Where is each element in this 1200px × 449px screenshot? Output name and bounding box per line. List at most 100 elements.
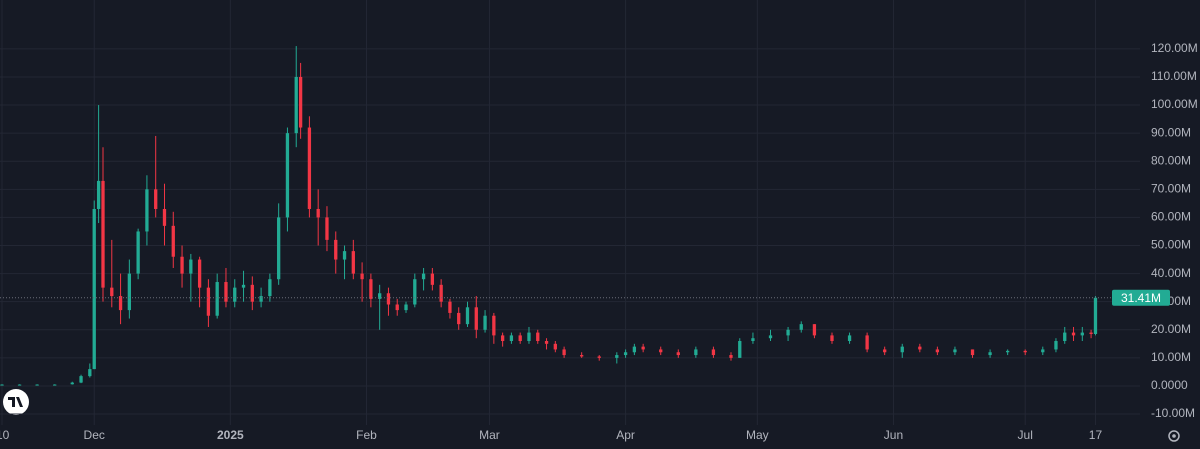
candle-body [342,251,347,260]
candle-body [35,384,39,386]
candle-body [988,352,992,356]
candle-body [751,338,755,342]
candle-body [474,307,478,330]
candle-body [711,349,716,356]
candle-body [632,346,637,353]
last-price-badge [1112,289,1170,306]
candle-body [277,217,281,280]
candle-body [325,217,329,240]
y-tick-label: 120.00M [1151,41,1198,55]
candle-body [738,341,742,358]
candle-body [88,369,92,377]
candle-body [900,346,904,353]
candle-body [241,284,246,288]
candle-body [215,282,219,316]
candle-body [694,349,698,356]
y-tick-label: 40.00M [1151,266,1191,280]
candle-body [395,304,399,311]
candle-body [0,384,4,386]
candle-body [597,356,601,358]
candle-body [1023,350,1027,353]
candle-body [285,133,290,218]
candle-body [615,355,619,358]
candle-body [676,352,680,356]
candle-body [96,180,101,209]
candle-body [127,273,132,311]
logo-badge[interactable] [3,389,29,415]
candle-body [404,304,408,311]
candle-body [206,287,211,316]
candle-body [1005,350,1010,353]
candle-body [465,307,470,325]
candle-body [448,301,452,313]
settings-button[interactable] [1168,430,1180,442]
logo-glyph [8,397,23,407]
candle-body [918,346,922,350]
candle-body [1041,349,1045,353]
x-tick-label: Dec [84,428,105,442]
candle-body [316,208,320,218]
gear-icon[interactable] [1168,430,1180,442]
candle-body [162,208,167,226]
candle-body [250,284,254,302]
candle-body [1063,332,1067,342]
x-tick-label: Jul [1018,428,1033,442]
candle-body [623,352,628,356]
candle-body [53,384,57,386]
candle-body [830,335,834,342]
candle-body [70,382,74,385]
candle-body [953,349,957,353]
candle-body [1093,297,1098,334]
logo[interactable] [3,389,29,415]
candle-body [847,335,852,342]
candle-body [799,324,803,330]
candle-body [483,315,487,330]
candle-body [268,279,272,297]
candle-body [351,251,355,274]
y-tick-label: 50.00M [1151,238,1191,252]
candle-body [136,231,140,274]
x-tick-label: Mar [479,428,500,442]
x-tick-label: 2025 [217,428,244,442]
candle-body [883,349,887,353]
candle-body [334,239,338,260]
candle-body [786,329,790,336]
candle-body [171,225,175,257]
candle-body [421,273,426,280]
candle-body [189,259,193,274]
candle-body [145,189,149,232]
candle-body [527,332,531,342]
candle-body [197,259,202,288]
candle-body [180,256,184,274]
candle-body [544,341,549,344]
candle-body [641,346,645,350]
candle-body [768,335,773,339]
grid [0,0,1140,425]
candle-body [110,287,114,297]
candle-body [298,76,303,128]
candle-body [492,315,496,336]
candle-body [386,293,391,305]
candle-body [233,287,237,302]
x-tick-label: Feb [356,428,377,442]
candle-body [457,312,461,325]
candle-body [500,335,505,342]
x-tick-label: Jun [884,428,903,442]
candle-body [935,349,940,353]
x-tick-label: 17 [1089,428,1103,442]
y-tick-label: 90.00M [1151,125,1191,139]
candle-body [259,296,263,302]
candle-body [430,273,435,285]
y-tick-label: 20.00M [1151,322,1191,336]
candle-body [439,284,443,302]
candles [0,46,1098,386]
y-tick-label: 10.00M [1151,350,1191,364]
y-tick-label: 0.0000 [1151,378,1188,392]
x-tick-label: May [746,428,769,442]
y-tick-label: 80.00M [1151,153,1191,167]
candle-body [553,343,557,350]
candle-body [580,355,584,357]
